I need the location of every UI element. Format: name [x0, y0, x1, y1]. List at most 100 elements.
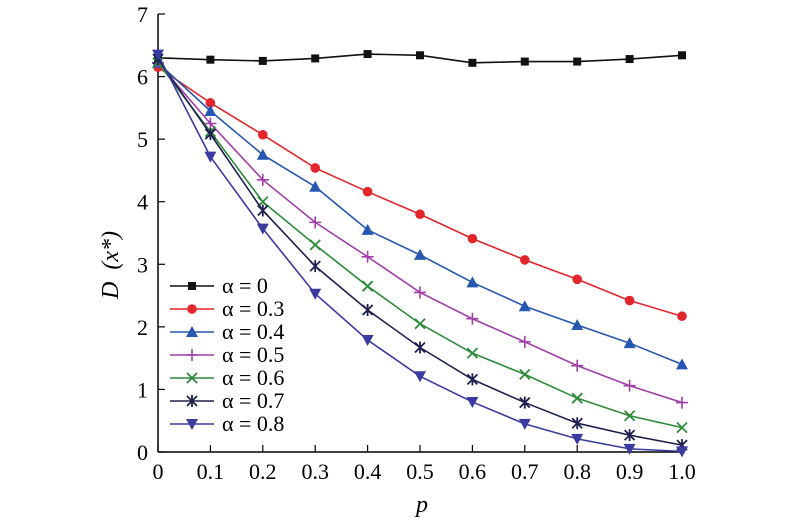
data-point: [571, 359, 584, 372]
data-point: [468, 58, 477, 67]
legend-label: α = 0.5: [222, 342, 284, 367]
legend-item: α = 0: [170, 273, 268, 298]
data-point: [623, 379, 636, 392]
x-axis-title: p: [414, 492, 428, 518]
series-layer: [152, 49, 688, 458]
legend-marker: [186, 349, 198, 361]
data-point: [520, 57, 529, 66]
legend-marker: [188, 282, 196, 290]
data-point: [414, 248, 426, 260]
axes: 0 0.1 0.2 0.3 0.4 0.5 0.6 0.7 0.8 0.9 1.0 0 1 2 3 4 5 6 7: [137, 2, 696, 484]
legend: α = 0α = 0.3α = 0.4α = 0.5α = 0.6α = 0.7…: [170, 273, 284, 436]
data-point: [363, 50, 372, 59]
data-point: [256, 173, 269, 186]
y-tick-label: 1: [137, 377, 148, 402]
data-point: [258, 56, 267, 65]
data-point: [676, 358, 688, 370]
data-point: [257, 204, 269, 217]
data-point: [572, 274, 582, 285]
data-point: [414, 318, 426, 330]
data-point: [361, 303, 374, 316]
data-point: [309, 260, 321, 273]
y-tick-label: 2: [137, 315, 148, 340]
legend-marker: [186, 372, 198, 384]
data-point: [571, 392, 583, 404]
legend-item: α = 0.8: [170, 411, 284, 436]
data-point: [624, 295, 635, 306]
y-tick-label: 5: [137, 127, 148, 152]
legend-label: α = 0.6: [222, 365, 284, 390]
data-point: [309, 216, 322, 229]
y-tick-label: 0: [137, 440, 148, 465]
data-point: [414, 286, 426, 299]
legend-item: α = 0.7: [170, 388, 284, 413]
data-point: [571, 433, 584, 445]
x-tick-label: 1.0: [668, 459, 696, 484]
y-tick-label: 7: [137, 2, 148, 27]
data-point: [361, 250, 374, 263]
y-axis-title-main: D: [98, 282, 124, 300]
data-point: [466, 373, 479, 386]
legend-label: α = 0.3: [222, 296, 284, 321]
y-tick-label: 3: [137, 252, 148, 277]
data-point: [466, 347, 479, 359]
legend-marker: [186, 419, 198, 430]
data-point: [414, 341, 426, 354]
legend-marker: [187, 304, 197, 314]
data-point: [623, 410, 636, 422]
data-point: [311, 54, 320, 63]
x-tick-label: 0.3: [301, 459, 329, 484]
x-tick-label: 0.5: [406, 459, 434, 484]
legend-item: α = 0.4: [170, 319, 284, 344]
data-point: [518, 335, 531, 348]
data-point: [466, 396, 479, 408]
legend-marker: [186, 395, 198, 407]
data-point: [625, 55, 634, 64]
data-point: [362, 186, 373, 197]
data-point: [256, 223, 269, 235]
data-point: [519, 396, 531, 409]
data-point: [520, 255, 530, 265]
data-point: [518, 418, 531, 430]
data-point: [206, 55, 215, 64]
data-point: [205, 98, 216, 108]
x-tick-label: 0.4: [354, 459, 382, 484]
x-tick-label: 0.9: [616, 459, 644, 484]
data-point: [677, 311, 687, 322]
legend-label: α = 0.7: [222, 388, 284, 413]
data-point: [676, 446, 688, 458]
legend-marker: [186, 326, 198, 337]
data-point: [467, 233, 478, 244]
data-point: [309, 180, 322, 192]
data-point: [309, 239, 321, 251]
data-point: [519, 368, 531, 381]
legend-label: α = 0.4: [222, 319, 284, 344]
data-point: [152, 49, 164, 61]
y-tick-label: 4: [137, 190, 148, 215]
legend-label: α = 0: [222, 273, 268, 298]
data-point: [676, 421, 688, 434]
data-point: [623, 443, 636, 455]
series-0: [154, 50, 686, 67]
data-point: [204, 128, 217, 141]
data-point: [518, 300, 531, 312]
legend-label: α = 0.8: [222, 411, 284, 436]
data-point: [310, 163, 321, 173]
x-tick-label: 0.1: [197, 459, 225, 484]
data-point: [416, 51, 424, 60]
data-point: [309, 288, 322, 300]
data-point: [466, 312, 479, 325]
data-point: [204, 104, 217, 116]
data-point: [623, 429, 636, 442]
data-point: [414, 371, 426, 383]
series-5: [152, 53, 688, 452]
data-point: [361, 223, 374, 235]
series-1: [153, 62, 687, 322]
data-point: [256, 148, 269, 160]
data-point: [415, 209, 425, 220]
legend-item: α = 0.3: [170, 296, 284, 321]
data-point: [204, 117, 217, 130]
data-point: [466, 276, 479, 288]
legend-item: α = 0.5: [170, 342, 284, 367]
